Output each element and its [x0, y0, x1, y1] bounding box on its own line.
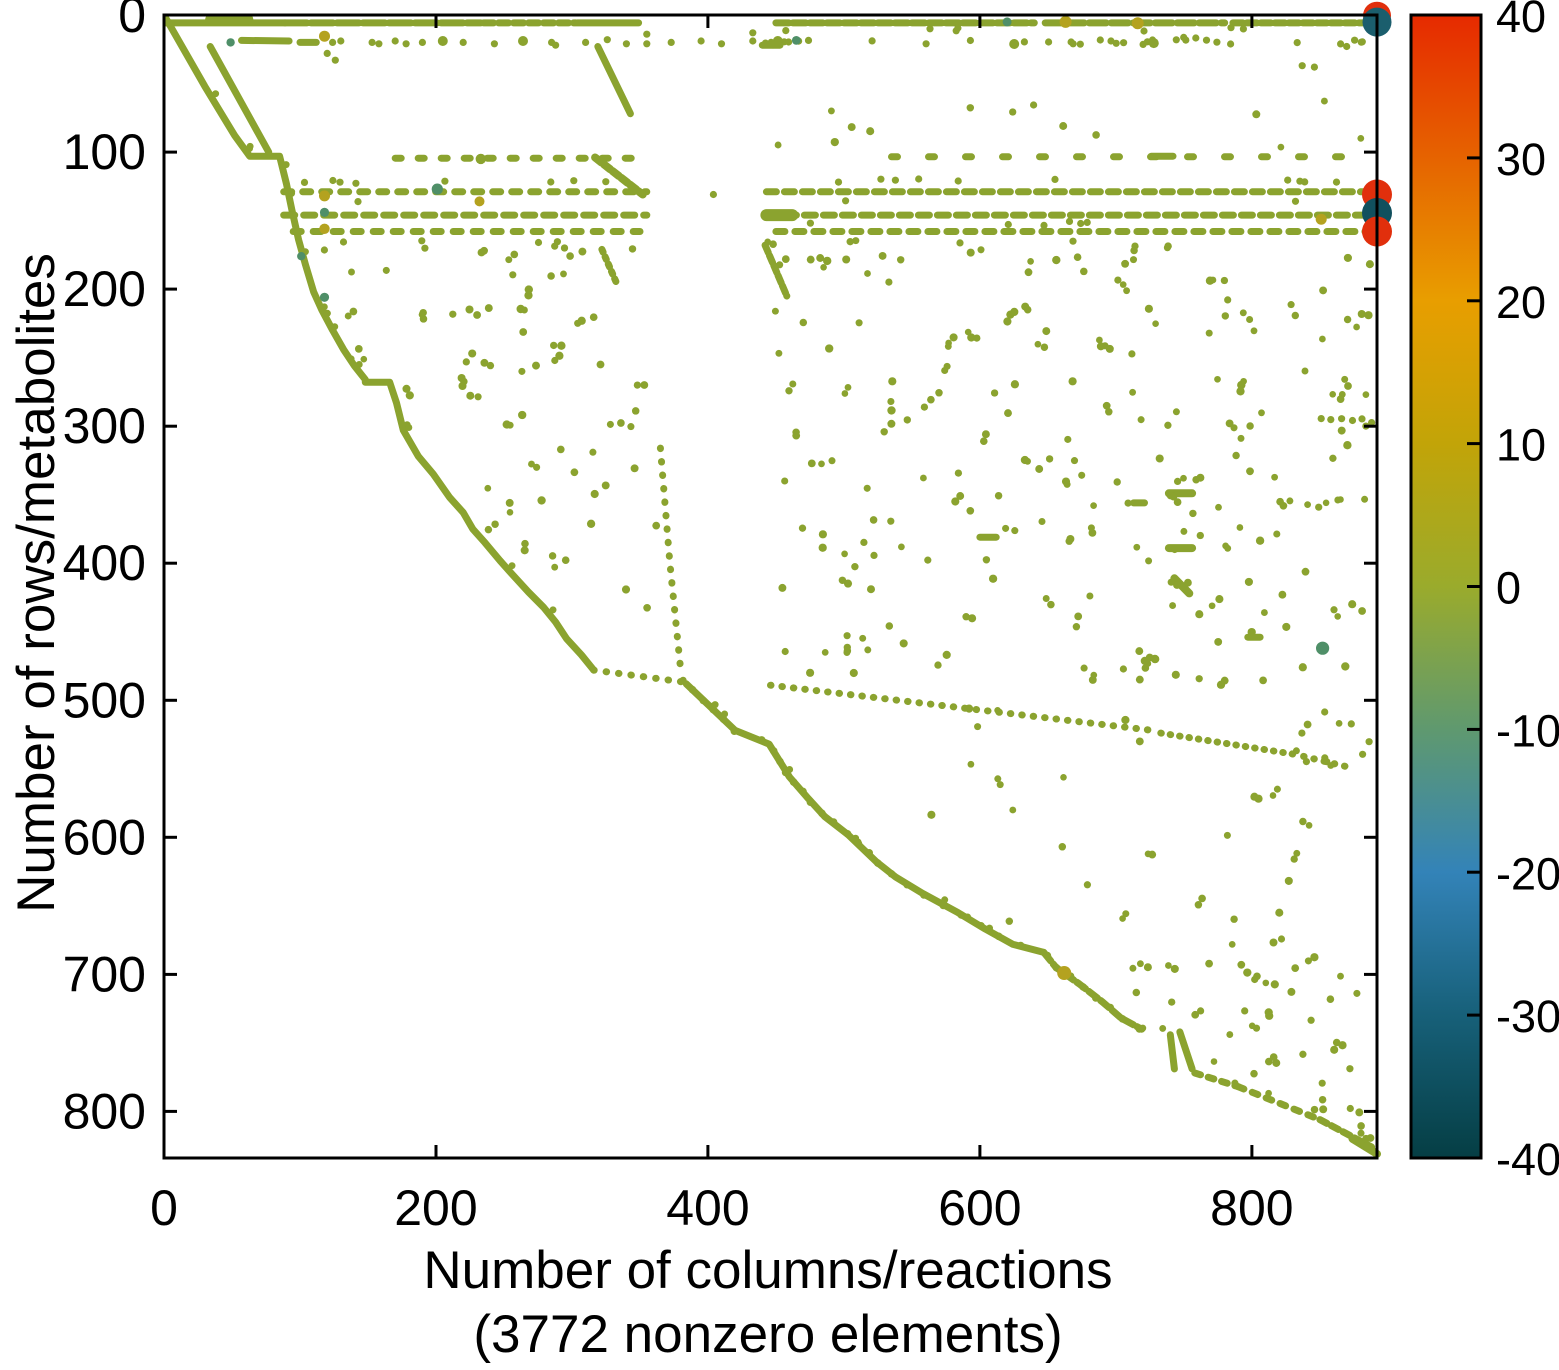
svg-text:Number of rows/metabolites: Number of rows/metabolites [7, 253, 66, 913]
svg-text:500: 500 [63, 672, 146, 728]
svg-text:600: 600 [63, 809, 146, 865]
svg-text:800: 800 [1210, 1180, 1293, 1236]
svg-text:-30: -30 [1496, 991, 1559, 1042]
svg-text:800: 800 [63, 1083, 146, 1139]
svg-text:400: 400 [666, 1180, 749, 1236]
svg-text:-40: -40 [1496, 1134, 1559, 1185]
svg-text:100: 100 [63, 124, 146, 180]
svg-text:200: 200 [394, 1180, 477, 1236]
svg-text:0: 0 [1496, 563, 1521, 614]
svg-text:700: 700 [63, 946, 146, 1002]
svg-text:-20: -20 [1496, 848, 1559, 899]
svg-text:0: 0 [150, 1180, 178, 1236]
svg-text:0: 0 [118, 0, 146, 43]
svg-text:600: 600 [938, 1180, 1021, 1236]
svg-text:10: 10 [1496, 420, 1546, 471]
svg-text:20: 20 [1496, 277, 1546, 328]
svg-text:40: 40 [1496, 0, 1546, 42]
svg-text:200: 200 [63, 261, 146, 317]
svg-text:-10: -10 [1496, 705, 1559, 756]
svg-text:30: 30 [1496, 134, 1546, 185]
svg-text:300: 300 [63, 398, 146, 454]
svg-text:(3772 nonzero elements): (3772 nonzero elements) [473, 1305, 1062, 1364]
svg-text:400: 400 [63, 535, 146, 591]
svg-text:Number of columns/reactions: Number of columns/reactions [423, 1241, 1112, 1300]
